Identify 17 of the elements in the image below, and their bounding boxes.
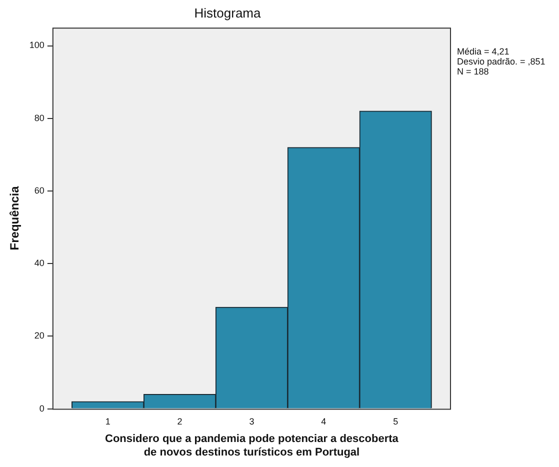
y-tick-label: 100 <box>29 40 44 50</box>
y-tick-label: 0 <box>39 403 44 414</box>
text: N = 188 <box>457 66 489 77</box>
y-tick-label: 80 <box>34 112 44 123</box>
y-tick-label: 20 <box>34 330 44 341</box>
text: Desvio padrão. = ,851 <box>457 56 546 67</box>
y-tick-label: 40 <box>34 258 44 268</box>
text: Média = 4,21 <box>457 46 510 57</box>
x-tick-label: 1 <box>105 416 110 427</box>
chart-title: Histograma <box>194 5 262 20</box>
y-axis-title: Frequência <box>8 186 22 250</box>
y-tick-label: 60 <box>34 185 44 196</box>
x-tick-label: 3 <box>249 416 254 427</box>
x-tick-label: 4 <box>321 416 326 427</box>
x-tick-label: 2 <box>177 416 182 427</box>
x-tick-label: 5 <box>393 416 398 427</box>
x-axis-title: Considero que a pandemia pode potenciar a descoberta de novos destinos turísticos em Portugal <box>105 433 400 458</box>
